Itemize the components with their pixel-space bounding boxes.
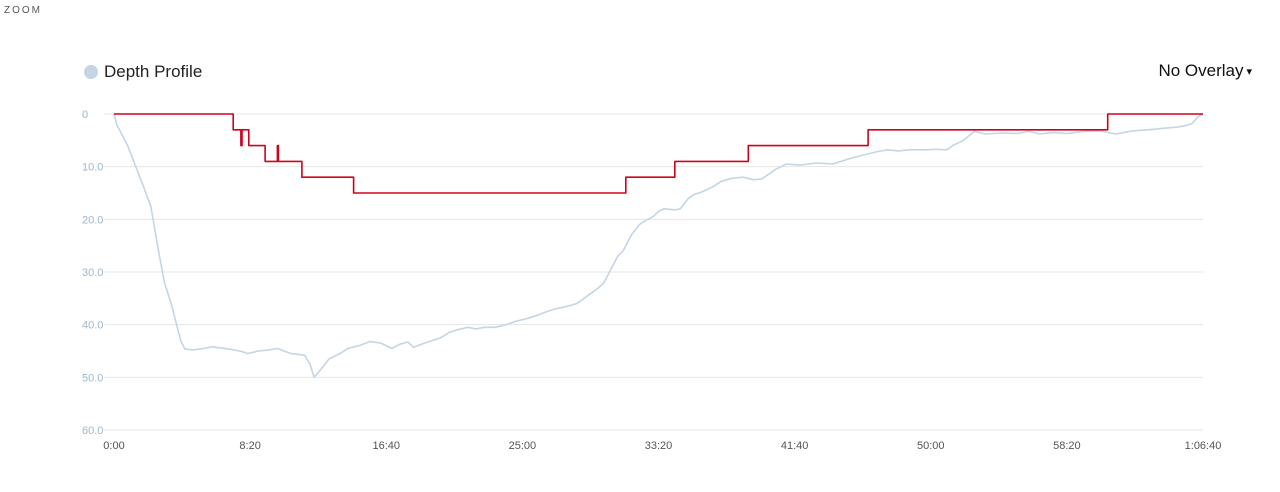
- legend-marker-icon: [84, 65, 98, 79]
- x-tick-label: 8:20: [239, 440, 260, 452]
- legend[interactable]: Depth Profile: [84, 62, 202, 82]
- overlay-dropdown-label: No Overlay: [1158, 61, 1244, 80]
- x-tick-label: 58:20: [1053, 440, 1081, 452]
- x-tick-label: 41:40: [781, 440, 809, 452]
- y-tick-label: 20.0: [82, 214, 103, 226]
- y-tick-label: 50.0: [82, 372, 103, 384]
- y-tick-label: 60.0: [82, 425, 103, 437]
- y-axis-ticks: 0 10.0 20.0 30.0 40.0 50.0 60.0: [82, 109, 103, 437]
- series-line-depth-profile: [113, 113, 1204, 379]
- x-axis-ticks: 0:00 8:20 16:40 25:00 33:20 41:40 50:00 58:20 1:…: [103, 440, 1221, 452]
- legend-label: Depth Profile: [104, 62, 203, 81]
- y-tick-label: 40.0: [82, 320, 103, 332]
- x-tick-label: 16:40: [372, 440, 400, 452]
- x-tick-label: 33:20: [645, 440, 673, 452]
- y-tick-label: 10.0: [82, 162, 103, 174]
- chart-grid: [104, 113, 1203, 431]
- y-tick-label: 0: [82, 109, 88, 121]
- overlay-dropdown[interactable]: No Overlay ▾: [1158, 61, 1252, 81]
- series-line-ceiling: [114, 113, 1203, 194]
- caret-down-icon: ▾: [1246, 65, 1252, 78]
- x-tick-label: 1:06:40: [1185, 440, 1222, 452]
- x-tick-label: 0:00: [103, 440, 124, 452]
- x-tick-label: 25:00: [509, 440, 537, 452]
- y-tick-label: 30.0: [82, 267, 103, 279]
- zoom-button[interactable]: ZOOM: [4, 5, 42, 16]
- chart-series: [113, 113, 1204, 379]
- x-tick-label: 50:00: [917, 440, 945, 452]
